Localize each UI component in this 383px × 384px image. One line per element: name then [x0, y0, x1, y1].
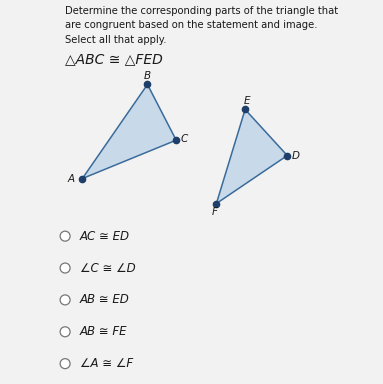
Text: Determine the corresponding parts of the triangle that
are congruent based on th: Determine the corresponding parts of the…: [65, 6, 338, 45]
Text: B: B: [144, 71, 151, 81]
Circle shape: [60, 327, 70, 337]
Circle shape: [60, 359, 70, 369]
Text: AC ≅ ED: AC ≅ ED: [80, 230, 130, 243]
Polygon shape: [82, 84, 176, 179]
Text: ∠C ≅ ∠D: ∠C ≅ ∠D: [80, 262, 135, 275]
Text: AB ≅ FE: AB ≅ FE: [80, 325, 127, 338]
Text: D: D: [292, 151, 300, 161]
Text: A: A: [67, 174, 74, 184]
Circle shape: [60, 263, 70, 273]
Text: AB ≅ ED: AB ≅ ED: [80, 293, 129, 306]
Text: C: C: [180, 134, 187, 144]
Text: ∠A ≅ ∠F: ∠A ≅ ∠F: [80, 357, 133, 370]
Text: △ABC ≅ △FED: △ABC ≅ △FED: [65, 52, 163, 66]
Circle shape: [60, 231, 70, 241]
Polygon shape: [216, 109, 287, 204]
Circle shape: [60, 295, 70, 305]
Text: F: F: [211, 207, 218, 217]
Text: E: E: [244, 96, 250, 106]
